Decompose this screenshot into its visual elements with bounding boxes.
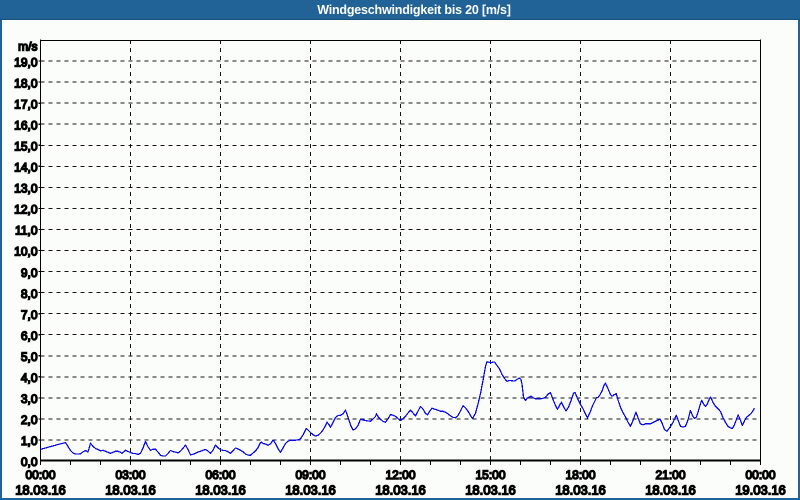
- svg-text:2,0: 2,0: [21, 413, 38, 427]
- svg-text:03:00: 03:00: [115, 468, 145, 482]
- svg-text:18.03.16: 18.03.16: [285, 483, 336, 498]
- svg-text:06:00: 06:00: [205, 468, 235, 482]
- svg-text:13,0: 13,0: [14, 182, 38, 196]
- svg-text:18:00: 18:00: [565, 468, 595, 482]
- svg-text:19,0: 19,0: [14, 55, 38, 69]
- svg-text:9,0: 9,0: [21, 266, 38, 280]
- svg-text:18.03.16: 18.03.16: [465, 483, 516, 498]
- svg-text:12:00: 12:00: [385, 468, 415, 482]
- svg-text:4,0: 4,0: [21, 371, 38, 385]
- svg-text:18.03.16: 18.03.16: [375, 483, 426, 498]
- svg-text:6,0: 6,0: [21, 329, 38, 343]
- svg-text:7,0: 7,0: [21, 308, 38, 322]
- svg-text:12,0: 12,0: [14, 203, 38, 217]
- svg-text:21:00: 21:00: [655, 468, 685, 482]
- svg-text:15:00: 15:00: [475, 468, 505, 482]
- svg-text:15,0: 15,0: [14, 139, 38, 153]
- svg-text:18.03.16: 18.03.16: [195, 483, 246, 498]
- svg-text:18.03.16: 18.03.16: [105, 483, 156, 498]
- svg-text:19.03.16: 19.03.16: [735, 483, 786, 498]
- svg-text:8,0: 8,0: [21, 287, 38, 301]
- svg-text:18.03.16: 18.03.16: [645, 483, 696, 498]
- svg-text:10,0: 10,0: [14, 245, 38, 259]
- svg-text:18,0: 18,0: [14, 76, 38, 90]
- svg-text:m/s: m/s: [18, 40, 37, 54]
- svg-text:18.03.16: 18.03.16: [555, 483, 606, 498]
- svg-text:00:00: 00:00: [745, 468, 775, 482]
- svg-text:14,0: 14,0: [14, 161, 38, 175]
- svg-text:3,0: 3,0: [21, 392, 38, 406]
- svg-text:17,0: 17,0: [14, 97, 38, 111]
- svg-text:0,0: 0,0: [21, 455, 38, 469]
- svg-text:09:00: 09:00: [295, 468, 325, 482]
- svg-text:16,0: 16,0: [14, 118, 38, 132]
- svg-text:00:00: 00:00: [25, 468, 55, 482]
- svg-text:1,0: 1,0: [21, 434, 38, 448]
- svg-text:5,0: 5,0: [21, 350, 38, 364]
- svg-text:18.03.16: 18.03.16: [15, 483, 66, 498]
- svg-text:11,0: 11,0: [15, 224, 38, 238]
